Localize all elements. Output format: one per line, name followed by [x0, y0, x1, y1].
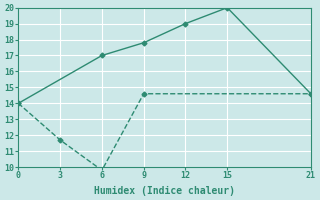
- X-axis label: Humidex (Indice chaleur): Humidex (Indice chaleur): [94, 186, 235, 196]
